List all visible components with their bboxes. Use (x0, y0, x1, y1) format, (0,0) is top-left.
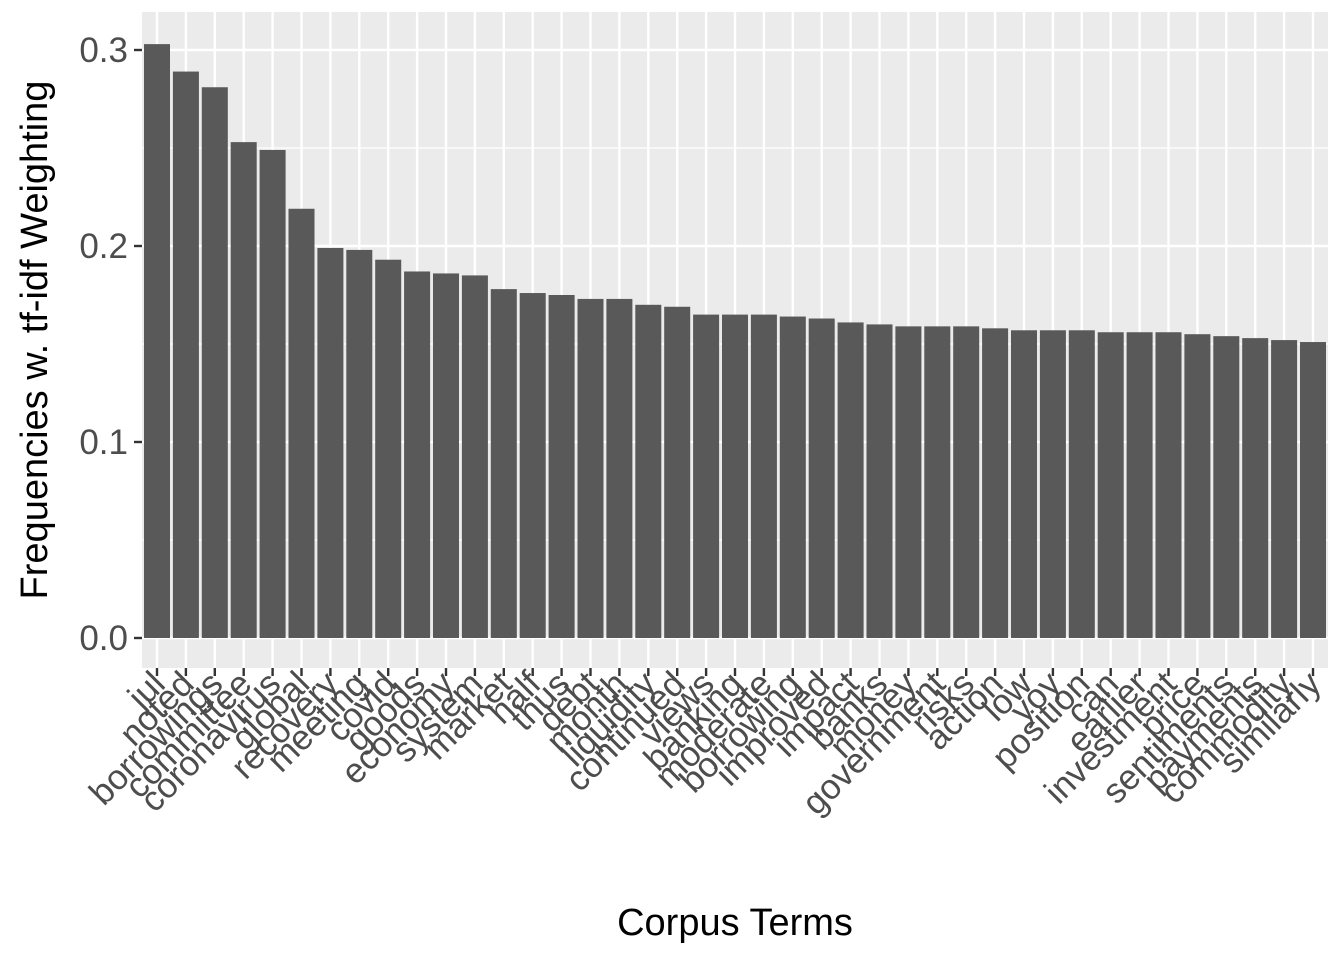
bar (288, 208, 315, 638)
bar (375, 259, 402, 638)
x-axis-ticks: julnotedborrowingscommitteecoronavirusgl… (82, 664, 1329, 823)
bar (259, 149, 286, 638)
bar (404, 271, 431, 638)
bar (750, 314, 777, 638)
bar (924, 326, 951, 638)
bar (779, 316, 806, 638)
bar (606, 298, 633, 638)
bar (577, 298, 604, 638)
bar (866, 324, 893, 638)
bar (953, 326, 980, 638)
bar (490, 289, 517, 638)
bar (1068, 330, 1095, 638)
bar (1184, 334, 1211, 638)
bar (664, 306, 691, 638)
bar (1039, 330, 1066, 638)
bar (721, 314, 749, 638)
bar (693, 314, 720, 638)
bar (519, 293, 546, 638)
x-axis-title: Corpus Terms (617, 902, 853, 944)
bar (346, 249, 373, 639)
y-tick-label: 0.0 (79, 619, 128, 658)
bar (982, 328, 1009, 638)
bar (230, 142, 257, 638)
bar (548, 295, 575, 638)
bar (1155, 332, 1182, 638)
bar (808, 318, 835, 638)
bar (432, 273, 460, 638)
y-tick-label: 0.3 (79, 31, 128, 70)
bar (317, 247, 344, 638)
bar (635, 304, 662, 638)
y-tick-label: 0.2 (79, 227, 128, 266)
bars (143, 44, 1327, 639)
bar (1126, 332, 1153, 638)
y-axis-title: Frequencies w. tf-idf Weighting (14, 81, 56, 600)
bar (1299, 342, 1327, 638)
bar (461, 275, 488, 638)
bar (1010, 330, 1038, 638)
bar (172, 71, 199, 638)
bar (143, 44, 171, 639)
bar (837, 322, 864, 638)
y-tick-label: 0.1 (79, 423, 128, 462)
bar (895, 326, 922, 638)
y-axis-ticks: 0.0 0.1 0.2 0.3 (79, 31, 142, 658)
bar (1271, 340, 1298, 638)
bar (1097, 332, 1124, 638)
bar (1213, 336, 1240, 638)
bar (201, 87, 228, 639)
bar (1242, 338, 1269, 638)
